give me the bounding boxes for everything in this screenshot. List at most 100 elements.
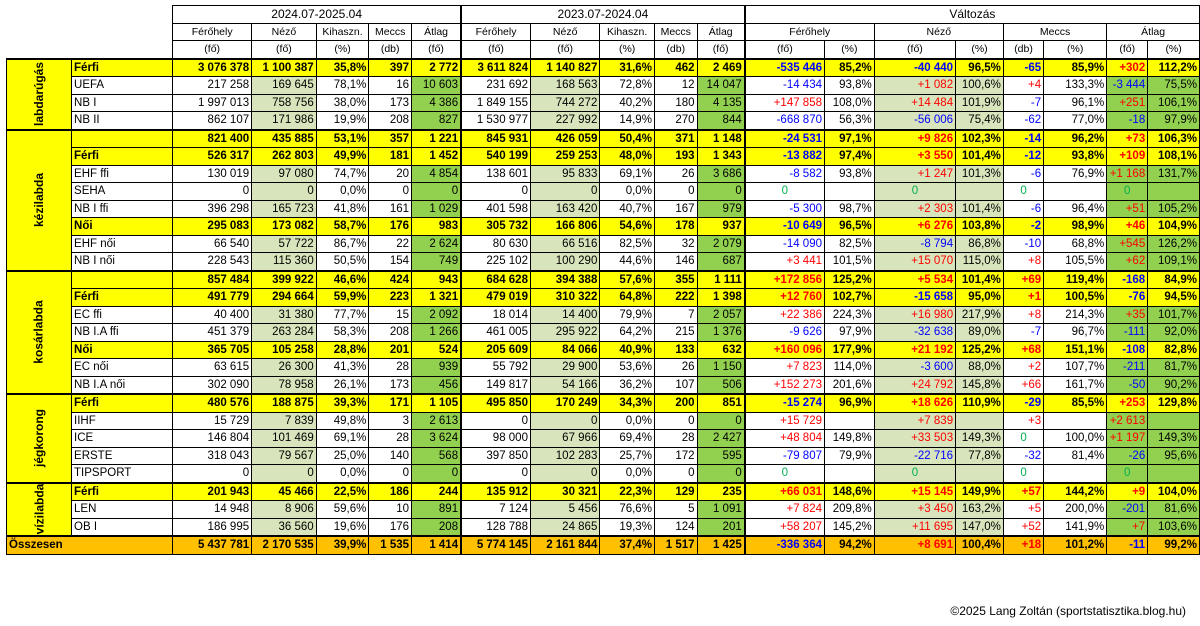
table-row: EC ffi 40 400 31 380 77,7% 15 2 092 18 014 14 4… bbox=[7, 305, 1200, 324]
change-cell: -3 444 bbox=[1106, 76, 1149, 95]
change-cell: +1 197 bbox=[1106, 429, 1149, 448]
row-label: LEN bbox=[71, 500, 174, 519]
change-cell: 108,1% bbox=[1147, 147, 1200, 166]
row-label: EHF ffi bbox=[71, 164, 174, 183]
previous-cell: 69,1% bbox=[599, 164, 655, 183]
sport-name: vízilabda bbox=[32, 483, 47, 535]
change-cell bbox=[824, 182, 875, 201]
current-cell: 146 804 bbox=[172, 429, 253, 448]
change-cell: 77,0% bbox=[1043, 111, 1108, 130]
previous-cell: 687 bbox=[696, 252, 746, 271]
change-cell: +8 bbox=[1002, 305, 1045, 324]
change-cell: 0 bbox=[743, 182, 825, 201]
change-cell: 101,3% bbox=[955, 164, 1004, 183]
previous-cell: 135 912 bbox=[460, 481, 531, 501]
change-cell: -14 434 bbox=[743, 76, 825, 95]
change-cell: +9 bbox=[1106, 481, 1149, 501]
previous-cell: 5 bbox=[653, 500, 698, 519]
change-cell: 149,3% bbox=[955, 429, 1004, 448]
change-cell: 107,7% bbox=[1043, 358, 1108, 377]
change-cell: 75,4% bbox=[955, 111, 1004, 130]
change-cell: +7 839 bbox=[873, 411, 957, 430]
current-cell: 77,7% bbox=[315, 305, 370, 324]
previous-cell: 215 bbox=[653, 323, 698, 342]
previous-cell: 193 bbox=[653, 147, 698, 166]
change-cell: -18 bbox=[1106, 111, 1149, 130]
current-cell: 0 bbox=[172, 182, 253, 201]
change-cell: -40 440 bbox=[873, 57, 957, 77]
previous-cell: 1 530 977 bbox=[460, 111, 531, 130]
current-cell: 302 090 bbox=[172, 375, 253, 395]
previous-cell: 0 bbox=[653, 182, 698, 201]
table-row: LEN 14 948 8 906 59,6% 10 891 7 124 5 456 76,6% 5… bbox=[7, 500, 1200, 519]
change-cell: 68,8% bbox=[1043, 234, 1108, 253]
change-cell: 0 bbox=[1002, 429, 1045, 448]
change-cell: -168 bbox=[1106, 269, 1149, 289]
change-cell: +147 858 bbox=[743, 93, 825, 112]
change-cell: +2 bbox=[1002, 358, 1045, 377]
change-cell: 100,6% bbox=[955, 76, 1004, 95]
corner-cell bbox=[7, 23, 173, 41]
change-cell: +3 441 bbox=[743, 252, 825, 271]
previous-cell: 57,6% bbox=[599, 269, 655, 289]
change-cell: 200,0% bbox=[1043, 500, 1108, 519]
current-cell: 10 603 bbox=[411, 76, 462, 95]
change-cell bbox=[1043, 464, 1108, 483]
previous-cell: 50,4% bbox=[599, 128, 655, 148]
table-row: NB I.A női 302 090 78 958 26,1% 173 456 149 81… bbox=[7, 375, 1200, 395]
previous-cell: 225 102 bbox=[460, 252, 531, 271]
current-cell: 57 722 bbox=[251, 234, 317, 253]
change-cell: 104,0% bbox=[1147, 481, 1200, 501]
current-cell: 480 576 bbox=[172, 393, 253, 413]
change-cell: 129,8% bbox=[1147, 393, 1200, 413]
change-cell: -14 090 bbox=[743, 234, 825, 253]
current-cell: 1 535 bbox=[368, 535, 413, 555]
current-cell: 49,8% bbox=[315, 411, 370, 430]
current-cell: 19,6% bbox=[315, 517, 370, 537]
previous-cell: 36,2% bbox=[599, 375, 655, 395]
previous-cell: 29 900 bbox=[529, 358, 601, 377]
current-cell: 821 400 bbox=[172, 128, 253, 148]
current-cell: 63 615 bbox=[172, 358, 253, 377]
change-cell bbox=[1147, 411, 1200, 430]
current-cell: 171 986 bbox=[251, 111, 317, 130]
unit-header: (db) bbox=[653, 40, 698, 59]
current-cell: 1 221 bbox=[411, 128, 462, 148]
current-cell: 208 bbox=[368, 323, 413, 342]
current-cell: 262 803 bbox=[251, 147, 317, 166]
change-cell: -211 bbox=[1106, 358, 1149, 377]
change-cell: +12 760 bbox=[743, 288, 825, 307]
row-label: Férfi bbox=[71, 288, 174, 307]
current-cell: 38,0% bbox=[315, 93, 370, 112]
current-cell: 4 854 bbox=[411, 164, 462, 183]
current-cell: 0 bbox=[251, 464, 317, 483]
current-cell: 208 bbox=[411, 517, 462, 537]
column-header: Férőhely bbox=[172, 22, 253, 41]
table-row: labdarúgás Férfi 3 076 378 1 100 387 35,8% 39… bbox=[5, 57, 1200, 130]
change-cell: -9 626 bbox=[743, 323, 825, 342]
change-cell: -111 bbox=[1106, 323, 1149, 342]
current-cell: 0 bbox=[172, 464, 253, 483]
current-cell: 294 664 bbox=[251, 288, 317, 307]
change-cell: +66 bbox=[1002, 375, 1045, 395]
unit-header: (fő) bbox=[172, 40, 253, 59]
previous-cell: 1 091 bbox=[696, 500, 746, 519]
current-cell: 827 bbox=[411, 111, 462, 130]
previous-cell: 22,3% bbox=[599, 481, 655, 501]
previous-cell: 146 bbox=[653, 252, 698, 271]
change-cell: 90,2% bbox=[1147, 375, 1200, 395]
row-label: IIHF bbox=[71, 411, 174, 430]
current-cell: 186 995 bbox=[172, 517, 253, 537]
current-cell: 943 bbox=[411, 269, 462, 289]
previous-cell: 12 bbox=[653, 76, 698, 95]
current-cell: 0,0% bbox=[315, 464, 370, 483]
column-header: Meccs bbox=[368, 22, 413, 41]
change-cell: 103,6% bbox=[1147, 517, 1200, 537]
change-cell: +1 082 bbox=[873, 76, 957, 95]
change-cell bbox=[955, 411, 1004, 430]
previous-cell: 227 992 bbox=[529, 111, 601, 130]
previous-cell: 355 bbox=[653, 269, 698, 289]
previous-cell: 66 516 bbox=[529, 234, 601, 253]
change-cell: 101,5% bbox=[824, 252, 875, 271]
current-cell: 173 bbox=[368, 375, 413, 395]
